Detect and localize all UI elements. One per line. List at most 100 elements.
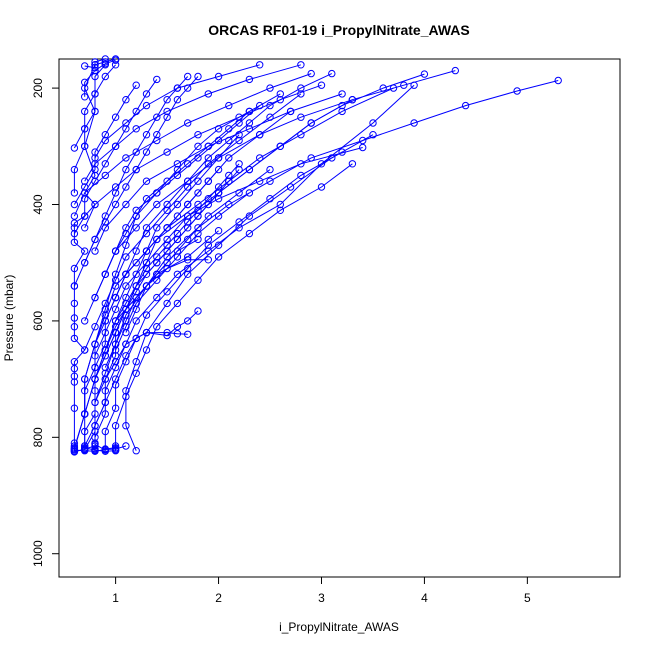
data-point <box>297 160 305 168</box>
data-point <box>122 119 130 127</box>
data-point <box>400 81 408 89</box>
data-point <box>111 340 120 348</box>
data-point <box>101 224 110 232</box>
series-line <box>115 163 353 451</box>
data-point <box>142 195 151 203</box>
data-point <box>184 264 192 273</box>
data-point <box>184 317 192 325</box>
data-point <box>101 212 110 220</box>
data-point <box>111 142 120 151</box>
data-point <box>163 259 171 267</box>
x-axis: 1 2 3 4 5 <box>112 576 531 605</box>
data-point <box>163 148 171 156</box>
data-point <box>173 235 182 244</box>
data-point <box>101 340 110 348</box>
data-point <box>122 241 130 249</box>
data-point <box>81 259 89 267</box>
data-point <box>91 200 99 209</box>
data-point <box>163 235 171 244</box>
y-tick-label: 1000 <box>31 540 45 567</box>
data-point <box>132 447 140 455</box>
data-point <box>214 253 223 261</box>
data-point <box>142 282 151 290</box>
data-point <box>163 206 171 215</box>
data-point <box>81 224 89 232</box>
data-point <box>163 241 171 249</box>
data-point <box>122 352 130 360</box>
series-line <box>73 93 281 450</box>
series-line <box>104 151 343 451</box>
data-point <box>70 212 79 220</box>
data-point <box>153 253 161 261</box>
data-point <box>70 323 79 331</box>
data-point <box>184 119 192 127</box>
data-point <box>225 177 233 185</box>
data-point <box>142 328 151 337</box>
data-point <box>153 293 161 302</box>
x-tick-label: 4 <box>421 591 428 605</box>
data-point <box>184 183 192 191</box>
data-point <box>91 66 99 75</box>
data-point <box>70 446 79 454</box>
data-point <box>91 398 99 407</box>
data-point <box>111 200 120 209</box>
data-point <box>225 200 233 209</box>
data-point <box>101 171 110 180</box>
data-point <box>91 107 99 116</box>
data-point <box>91 154 99 162</box>
data-point <box>101 160 110 168</box>
data-point <box>142 101 151 110</box>
data-point <box>256 154 264 162</box>
data-point <box>132 247 140 255</box>
data-point <box>348 96 357 104</box>
data-point <box>214 154 223 162</box>
data-point <box>101 72 110 81</box>
data-point <box>142 229 151 238</box>
y-axis-label: Pressure (mbar) <box>2 275 16 362</box>
data-point <box>101 270 110 278</box>
data-point <box>101 352 110 360</box>
data-point <box>81 375 89 383</box>
data-point <box>122 165 130 174</box>
data-point <box>245 189 254 197</box>
data-point <box>256 61 264 69</box>
data-point <box>554 76 562 85</box>
data-point <box>173 323 182 331</box>
data-point <box>111 113 120 121</box>
data-point <box>338 101 346 110</box>
data-point <box>122 253 130 261</box>
data-point <box>111 183 120 191</box>
data-point <box>142 259 151 267</box>
data-point <box>214 212 223 220</box>
data-point <box>307 119 315 127</box>
data-point <box>420 70 429 78</box>
data-point <box>163 253 171 261</box>
data-point <box>70 314 79 322</box>
data-point <box>142 247 151 255</box>
data-point <box>307 69 315 78</box>
data-point <box>163 328 171 337</box>
data-point <box>173 330 182 338</box>
data-point <box>122 229 130 238</box>
data-point <box>225 125 233 133</box>
data-point <box>70 358 79 366</box>
data-point <box>451 66 459 75</box>
data-point <box>153 323 161 331</box>
series-line <box>84 59 116 72</box>
data-point <box>91 235 99 244</box>
data-point <box>297 113 305 121</box>
data-point <box>122 200 130 209</box>
data-point <box>410 119 418 127</box>
series-line <box>94 64 260 159</box>
data-point <box>91 64 99 72</box>
data-point <box>153 136 161 145</box>
data-point <box>81 317 89 325</box>
data-point <box>142 311 151 319</box>
series-line <box>125 169 271 333</box>
data-point <box>142 177 151 185</box>
data-point <box>194 177 202 185</box>
series-line <box>125 134 374 451</box>
data-point <box>153 131 161 139</box>
data-point <box>101 60 110 68</box>
